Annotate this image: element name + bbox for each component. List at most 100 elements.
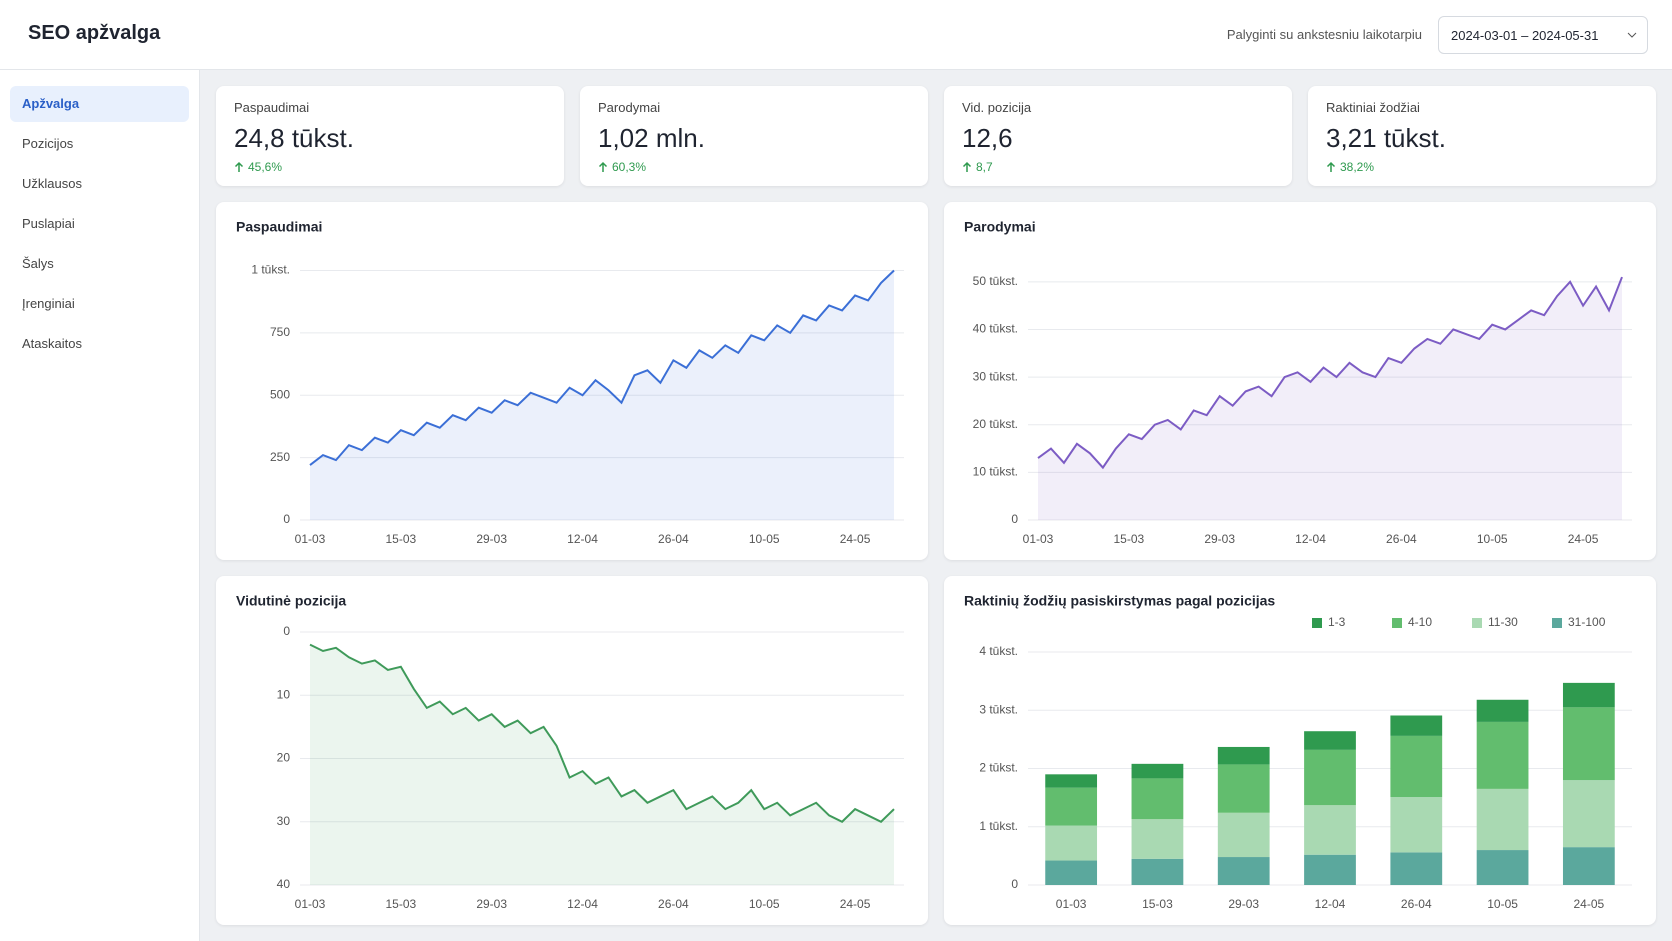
x-tick-label: 01-03 bbox=[1056, 897, 1087, 911]
x-tick-label: 26-04 bbox=[1401, 897, 1432, 911]
line bbox=[309, 643, 895, 823]
kpi-value: 1,02 mln. bbox=[598, 123, 705, 153]
bar-segment bbox=[1476, 721, 1529, 789]
y-tick-label: 0 bbox=[1011, 512, 1018, 526]
y-tick-label: 250 bbox=[270, 450, 290, 464]
x-tick-label: 24-05 bbox=[1574, 897, 1605, 911]
date-range-picker[interactable]: 2024-03-01 – 2024-05-31 bbox=[1438, 16, 1648, 54]
y-tick-label: 1 tūkst. bbox=[979, 819, 1018, 833]
bar-segment bbox=[1562, 780, 1615, 848]
bar-segment bbox=[1131, 763, 1184, 779]
area-fill bbox=[1038, 277, 1622, 520]
kpi-change-value: 8,7 bbox=[976, 160, 993, 174]
y-tick-label: 40 tūkst. bbox=[973, 322, 1018, 336]
bar-segment bbox=[1390, 852, 1443, 885]
bar-segment bbox=[1476, 788, 1529, 851]
bar-segment bbox=[1217, 746, 1270, 765]
x-tick-label: 12-04 bbox=[567, 532, 598, 546]
y-tick-label: 0 bbox=[1011, 877, 1018, 891]
x-tick-label: 29-03 bbox=[1204, 532, 1235, 546]
kpi-label: Raktiniai žodžiai bbox=[1326, 100, 1420, 115]
y-tick-label: 10 tūkst. bbox=[973, 465, 1018, 479]
y-tick-label: 500 bbox=[270, 387, 290, 401]
nav-item[interactable]: Puslapiai bbox=[22, 216, 75, 231]
bar-segment bbox=[1390, 715, 1443, 736]
chart-title: Vidutinė pozicija bbox=[236, 593, 346, 609]
legend-swatch bbox=[1472, 618, 1482, 628]
x-tick-label: 10-05 bbox=[1477, 532, 1508, 546]
page-title: SEO apžvalga bbox=[28, 22, 161, 44]
y-tick-label: 0 bbox=[283, 512, 290, 526]
x-tick-label: 10-05 bbox=[749, 897, 780, 911]
nav-item[interactable]: Užklausos bbox=[22, 176, 82, 191]
line bbox=[309, 269, 895, 466]
arrow-shape bbox=[962, 161, 972, 172]
x-tick-label: 24-05 bbox=[840, 532, 871, 546]
kpi-card: Raktiniai žodžiai 3,21 tūkst. 38,2% bbox=[1308, 86, 1656, 186]
kpi-label: Parodymai bbox=[598, 100, 661, 115]
legend-swatch bbox=[1312, 618, 1322, 628]
kpi-label: Vid. pozicija bbox=[962, 100, 1032, 115]
x-tick-label: 29-03 bbox=[1228, 897, 1259, 911]
chart-card: Vidutinė pozicija 0 10 20 30 40 01-03 15-03 29-0… bbox=[216, 576, 928, 925]
arrow-shape bbox=[234, 161, 244, 172]
bar-segment bbox=[1562, 847, 1615, 885]
nav-item[interactable]: Šalys bbox=[22, 256, 54, 271]
legend-swatch bbox=[1392, 618, 1402, 628]
kpi-value: 3,21 tūkst. bbox=[1326, 123, 1446, 153]
x-tick-label: 01-03 bbox=[1023, 532, 1054, 546]
bar-segment bbox=[1131, 819, 1184, 859]
bar-segment bbox=[1045, 774, 1098, 788]
kpi-card: Vid. pozicija 12,6 8,7 bbox=[944, 86, 1292, 186]
y-tick-label: 3 tūkst. bbox=[979, 702, 1018, 716]
legend-label: 31-100 bbox=[1568, 615, 1606, 629]
x-tick-label: 01-03 bbox=[295, 532, 326, 546]
kpi-value: 24,8 tūkst. bbox=[234, 123, 354, 153]
bar-segment bbox=[1562, 682, 1615, 708]
bar-segment bbox=[1131, 778, 1184, 820]
x-tick-label: 15-03 bbox=[385, 532, 416, 546]
y-tick-label: 1 tūkst. bbox=[251, 263, 290, 277]
bar-segment bbox=[1045, 787, 1098, 826]
kpi-card: Parodymai 1,02 mln. 60,3% bbox=[580, 86, 928, 186]
y-tick-label: 30 bbox=[277, 814, 291, 828]
arrow-shape bbox=[1326, 161, 1336, 172]
nav-item[interactable]: Ataskaitos bbox=[22, 336, 82, 351]
x-tick-label: 10-05 bbox=[749, 532, 780, 546]
chart-card: Parodymai 0 10 tūkst. 20 tūkst. 30 tūkst. 40 … bbox=[944, 202, 1656, 560]
compare-toggle[interactable]: Palyginti su ankstesniu laikotarpiu bbox=[1226, 27, 1422, 42]
nav-item[interactable]: Pozicijos bbox=[22, 136, 74, 151]
y-tick-label: 750 bbox=[270, 325, 290, 339]
x-tick-label: 10-05 bbox=[1487, 897, 1518, 911]
nav-item[interactable]: Įrenginiai bbox=[22, 296, 75, 311]
chart-title: Parodymai bbox=[964, 219, 1036, 235]
kpi-change-value: 38,2% bbox=[1340, 160, 1375, 174]
bar-segment bbox=[1217, 764, 1270, 813]
nav-item[interactable]: Apžvalga bbox=[10, 86, 189, 122]
chart-title: Paspaudimai bbox=[236, 219, 322, 235]
bar-segment bbox=[1390, 797, 1443, 853]
x-tick-label: 29-03 bbox=[476, 532, 507, 546]
x-tick-label: 26-04 bbox=[658, 532, 689, 546]
y-tick-label: 40 bbox=[277, 877, 291, 891]
kpi-change: 60,3% bbox=[598, 160, 910, 174]
chevron bbox=[1627, 32, 1637, 38]
y-tick-label: 50 tūkst. bbox=[973, 274, 1018, 288]
up-arrow bbox=[598, 161, 608, 172]
bar-segment bbox=[1304, 749, 1356, 806]
x-tick-label: 15-03 bbox=[1113, 532, 1144, 546]
up-arrow bbox=[1326, 161, 1336, 172]
y-tick-label: 10 bbox=[277, 687, 291, 701]
y-tick-label: 4 tūkst. bbox=[979, 644, 1018, 658]
legend-label: 1-3 bbox=[1328, 615, 1346, 629]
y-tick-label: 20 bbox=[277, 751, 291, 765]
arrow-shape bbox=[598, 161, 608, 172]
legend-swatch bbox=[1552, 618, 1562, 628]
kpi-value: 12,6 bbox=[962, 123, 1013, 153]
x-tick-label: 24-05 bbox=[840, 897, 871, 911]
kpi-change: 45,6% bbox=[234, 160, 546, 174]
bar-segment bbox=[1476, 850, 1529, 885]
y-tick-label: 2 tūkst. bbox=[979, 761, 1018, 775]
bar-segment bbox=[1045, 860, 1098, 885]
x-tick-label: 12-04 bbox=[1295, 532, 1326, 546]
